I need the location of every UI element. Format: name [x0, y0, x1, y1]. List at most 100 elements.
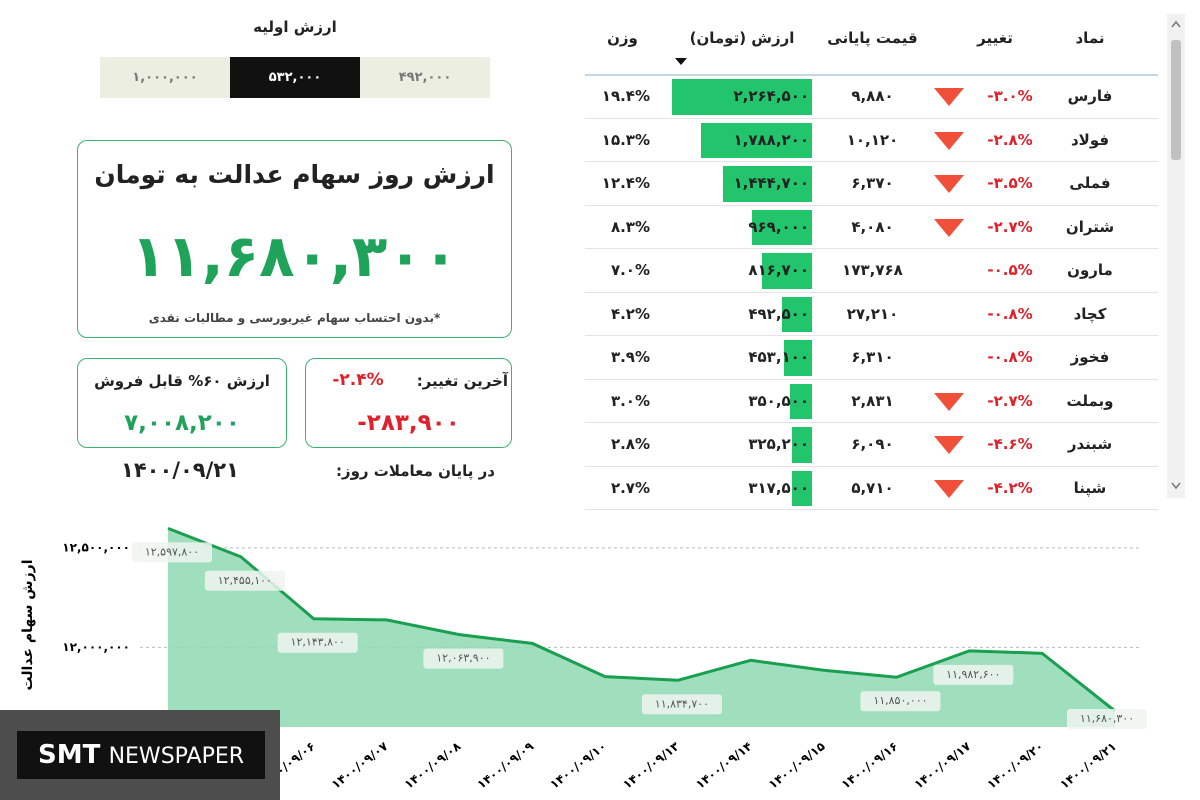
down-arrow [934, 175, 964, 193]
header-line [585, 74, 1158, 76]
summary-card [77, 140, 512, 338]
price-cell: ۴,۰۸۰ [851, 217, 894, 236]
value-label: ۱۲,۱۴۳,۸۰۰ [291, 636, 345, 649]
change-cell: -۲.۸% [987, 130, 1033, 149]
value-cell: ۸۱۶,۷۰۰ [748, 261, 809, 279]
row-separator [585, 378, 1158, 380]
row-separator [585, 291, 1158, 293]
price-cell: ۲۷,۲۱۰ [846, 304, 899, 323]
down-arrow [934, 88, 964, 106]
initial-value-option[interactable]: ۵۳۲,۰۰۰ [230, 57, 360, 98]
down-arrow [934, 218, 964, 237]
weight-cell: ۱۵.۳% [601, 130, 650, 149]
change-cell: -۲.۷% [987, 217, 1033, 236]
symbol-cell: شبندر [1067, 435, 1113, 453]
x-tick-label: ۱۴۰۰/۰۹/۱۷ [912, 739, 974, 792]
x-tick-label: ۱۴۰۰/۰۹/۱۳ [620, 739, 682, 792]
value-bar [792, 470, 812, 506]
value-label-box [860, 691, 941, 712]
change-cell: -۳.۵% [987, 174, 1033, 192]
row-separator [585, 161, 1158, 162]
value-cell: ۳۱۷,۵۰۰ [748, 478, 809, 497]
watermark-inner [17, 731, 265, 779]
value-bar [791, 427, 812, 463]
value-bar [790, 383, 812, 419]
change-cell: -۰.۵% [987, 261, 1033, 279]
watermark: SMT NEWSPAPER [17, 737, 265, 775]
sellable-title: ارزش ۶۰% قابل فروش [94, 372, 270, 390]
x-tick-label: ۱۴۰۰/۰۹/۰۷ [329, 739, 391, 792]
value-cell: ۲,۲۶۴,۵۰۰ [733, 87, 809, 105]
weight-cell: ۳.۹% [610, 348, 650, 366]
value-label-box [641, 694, 722, 715]
scroll-up[interactable] [1171, 20, 1181, 28]
watermark-brand: SMT [37, 740, 101, 770]
value-label-box [277, 632, 358, 653]
value-cell: ۱,۴۴۴,۷۰۰ [733, 174, 809, 192]
summary-note: *بدون احتساب سهام غیربورسی و مطالبات نقد… [148, 311, 441, 325]
price-cell: ۵,۷۱۰ [851, 478, 894, 497]
scroll-down[interactable] [1171, 482, 1181, 490]
x-tick-label: ۱۴۰۰/۰۹/۰۹ [475, 739, 537, 792]
column-header: تغییر [977, 29, 1013, 47]
x-tick-label: ۱۴۰۰/۰۹/۱۰ [547, 739, 609, 792]
y-tick-label: ۱۲,۵۰۰,۰۰۰ [62, 540, 130, 554]
price-cell: ۶,۳۱۰ [851, 348, 894, 366]
price-cell: ۱۷۳,۷۶۸ [842, 261, 903, 279]
value-label-box [204, 570, 285, 591]
change-cell: -۳.۰% [987, 87, 1033, 105]
sort-indicator [675, 58, 687, 65]
row-separator [585, 204, 1158, 206]
value-cell: ۳۵۰,۵۰۰ [748, 391, 809, 410]
stock-table: نماد تغییر قیمت پایانی ارزش (تومان) وزن ۱۹.۴%… [585, 29, 1158, 510]
column-header: نماد [1075, 29, 1105, 47]
symbol-cell: مارون [1067, 261, 1113, 279]
initial-value-selector: ۱,۰۰۰,۰۰۰ ۵۳۲,۰۰۰ ۴۹۲,۰۰۰ [100, 57, 490, 98]
value-cell: ۳۲۵,۲۰۰ [748, 435, 809, 453]
x-tick-label: ۱۴۰۰/۰۹/۱۵ [766, 739, 828, 792]
change-cell: -۴.۶% [987, 435, 1033, 453]
value-label-box [132, 542, 212, 563]
price-cell: ۱۰,۱۲۰ [846, 130, 899, 149]
value-bar [672, 79, 812, 115]
row-separator [585, 248, 1158, 249]
symbol-cell: فملی [1069, 174, 1111, 192]
symbol-cell: شتران [1065, 217, 1115, 236]
weight-cell: ۳.۰% [610, 391, 650, 410]
value-bar [783, 340, 812, 376]
value-cell: ۴۵۳,۱۰۰ [748, 348, 809, 366]
x-tick-label: ۱۴۰۰/۰۹/۲۰ [984, 739, 1046, 792]
initial-value-option[interactable]: ۱,۰۰۰,۰۰۰ [100, 57, 230, 98]
x-tick-label: ۱۴۰۰/۰۹/۰۸ [402, 739, 464, 792]
value-label-box [423, 648, 504, 669]
weight-cell: ۷.۰% [610, 261, 650, 279]
weight-cell: ۱۹.۴% [601, 87, 650, 105]
change-cell: -۰.۸% [987, 304, 1033, 323]
initial-value-option[interactable]: ۴۹۲,۰۰۰ [360, 57, 490, 98]
initial-value-title: ارزش اولیه [253, 18, 337, 36]
value-cell: ۹۶۹,۰۰۰ [748, 217, 809, 236]
value-label-box [933, 664, 1014, 685]
row-separator [585, 509, 1158, 510]
down-arrow [934, 392, 964, 411]
change-cell: -۴.۲% [987, 478, 1033, 497]
weight-cell: ۲.۸% [610, 435, 650, 453]
scrollbar-thumb[interactable] [1171, 40, 1181, 160]
weight-cell: ۱۲.۴% [601, 174, 650, 192]
price-cell: ۲,۸۳۱ [851, 391, 894, 410]
end-of-day-title: در پایان معاملات روز: [335, 462, 495, 480]
x-tick-label: ۱۴۰۰/۰۹/۲۱ [1057, 739, 1119, 792]
weight-cell: ۲.۷% [610, 478, 650, 497]
y-axis-title: ارزش سهام عدالت [20, 559, 36, 690]
value-bar [761, 253, 812, 289]
symbol-cell: شپنا [1073, 478, 1107, 497]
value-bar [722, 166, 812, 202]
down-arrow [934, 436, 964, 454]
value-label: ۱۲,۵۹۷,۸۰۰ [145, 545, 199, 558]
change-title: آخرین تغییر: [416, 372, 508, 390]
value-label: ۱۱,۶۸۰,۳۰۰ [1080, 712, 1134, 725]
sellable-value: ۷,۰۰۸,۲۰۰ [124, 410, 240, 436]
y-tick-label: ۱۲,۰۰۰,۰۰۰ [62, 640, 130, 654]
